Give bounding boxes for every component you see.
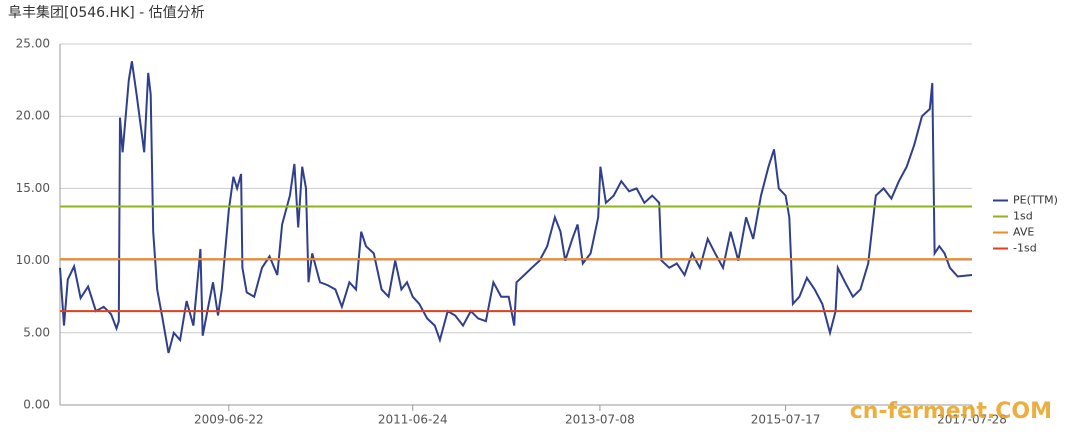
legend-label: 1sd — [1013, 210, 1033, 223]
x-tick-label: 2009-06-22 — [194, 413, 264, 427]
chart-title: 阜丰集团[0546.HK] - 估值分析 — [8, 4, 205, 21]
watermark: cn-ferment.COM — [850, 399, 1052, 424]
y-tick-label: 10.00 — [16, 253, 50, 267]
series-line — [59, 61, 973, 354]
y-tick-label: 0.00 — [23, 398, 50, 412]
x-tick-label: 2011-06-24 — [378, 413, 448, 427]
legend-label: -1sd — [1013, 242, 1037, 255]
x-tick-label: 2017-07-28 — [937, 413, 1007, 427]
y-tick-label: 5.00 — [23, 325, 50, 339]
x-tick-label: 2015-07-17 — [751, 413, 821, 427]
legend-label: PE(TTM) — [1013, 194, 1058, 207]
y-tick-label: 15.00 — [16, 181, 50, 195]
legend-label: AVE — [1013, 226, 1034, 239]
y-tick-label: 25.00 — [16, 37, 50, 51]
y-tick-label: 20.00 — [16, 109, 50, 123]
x-tick-label: 2013-07-08 — [565, 413, 635, 427]
